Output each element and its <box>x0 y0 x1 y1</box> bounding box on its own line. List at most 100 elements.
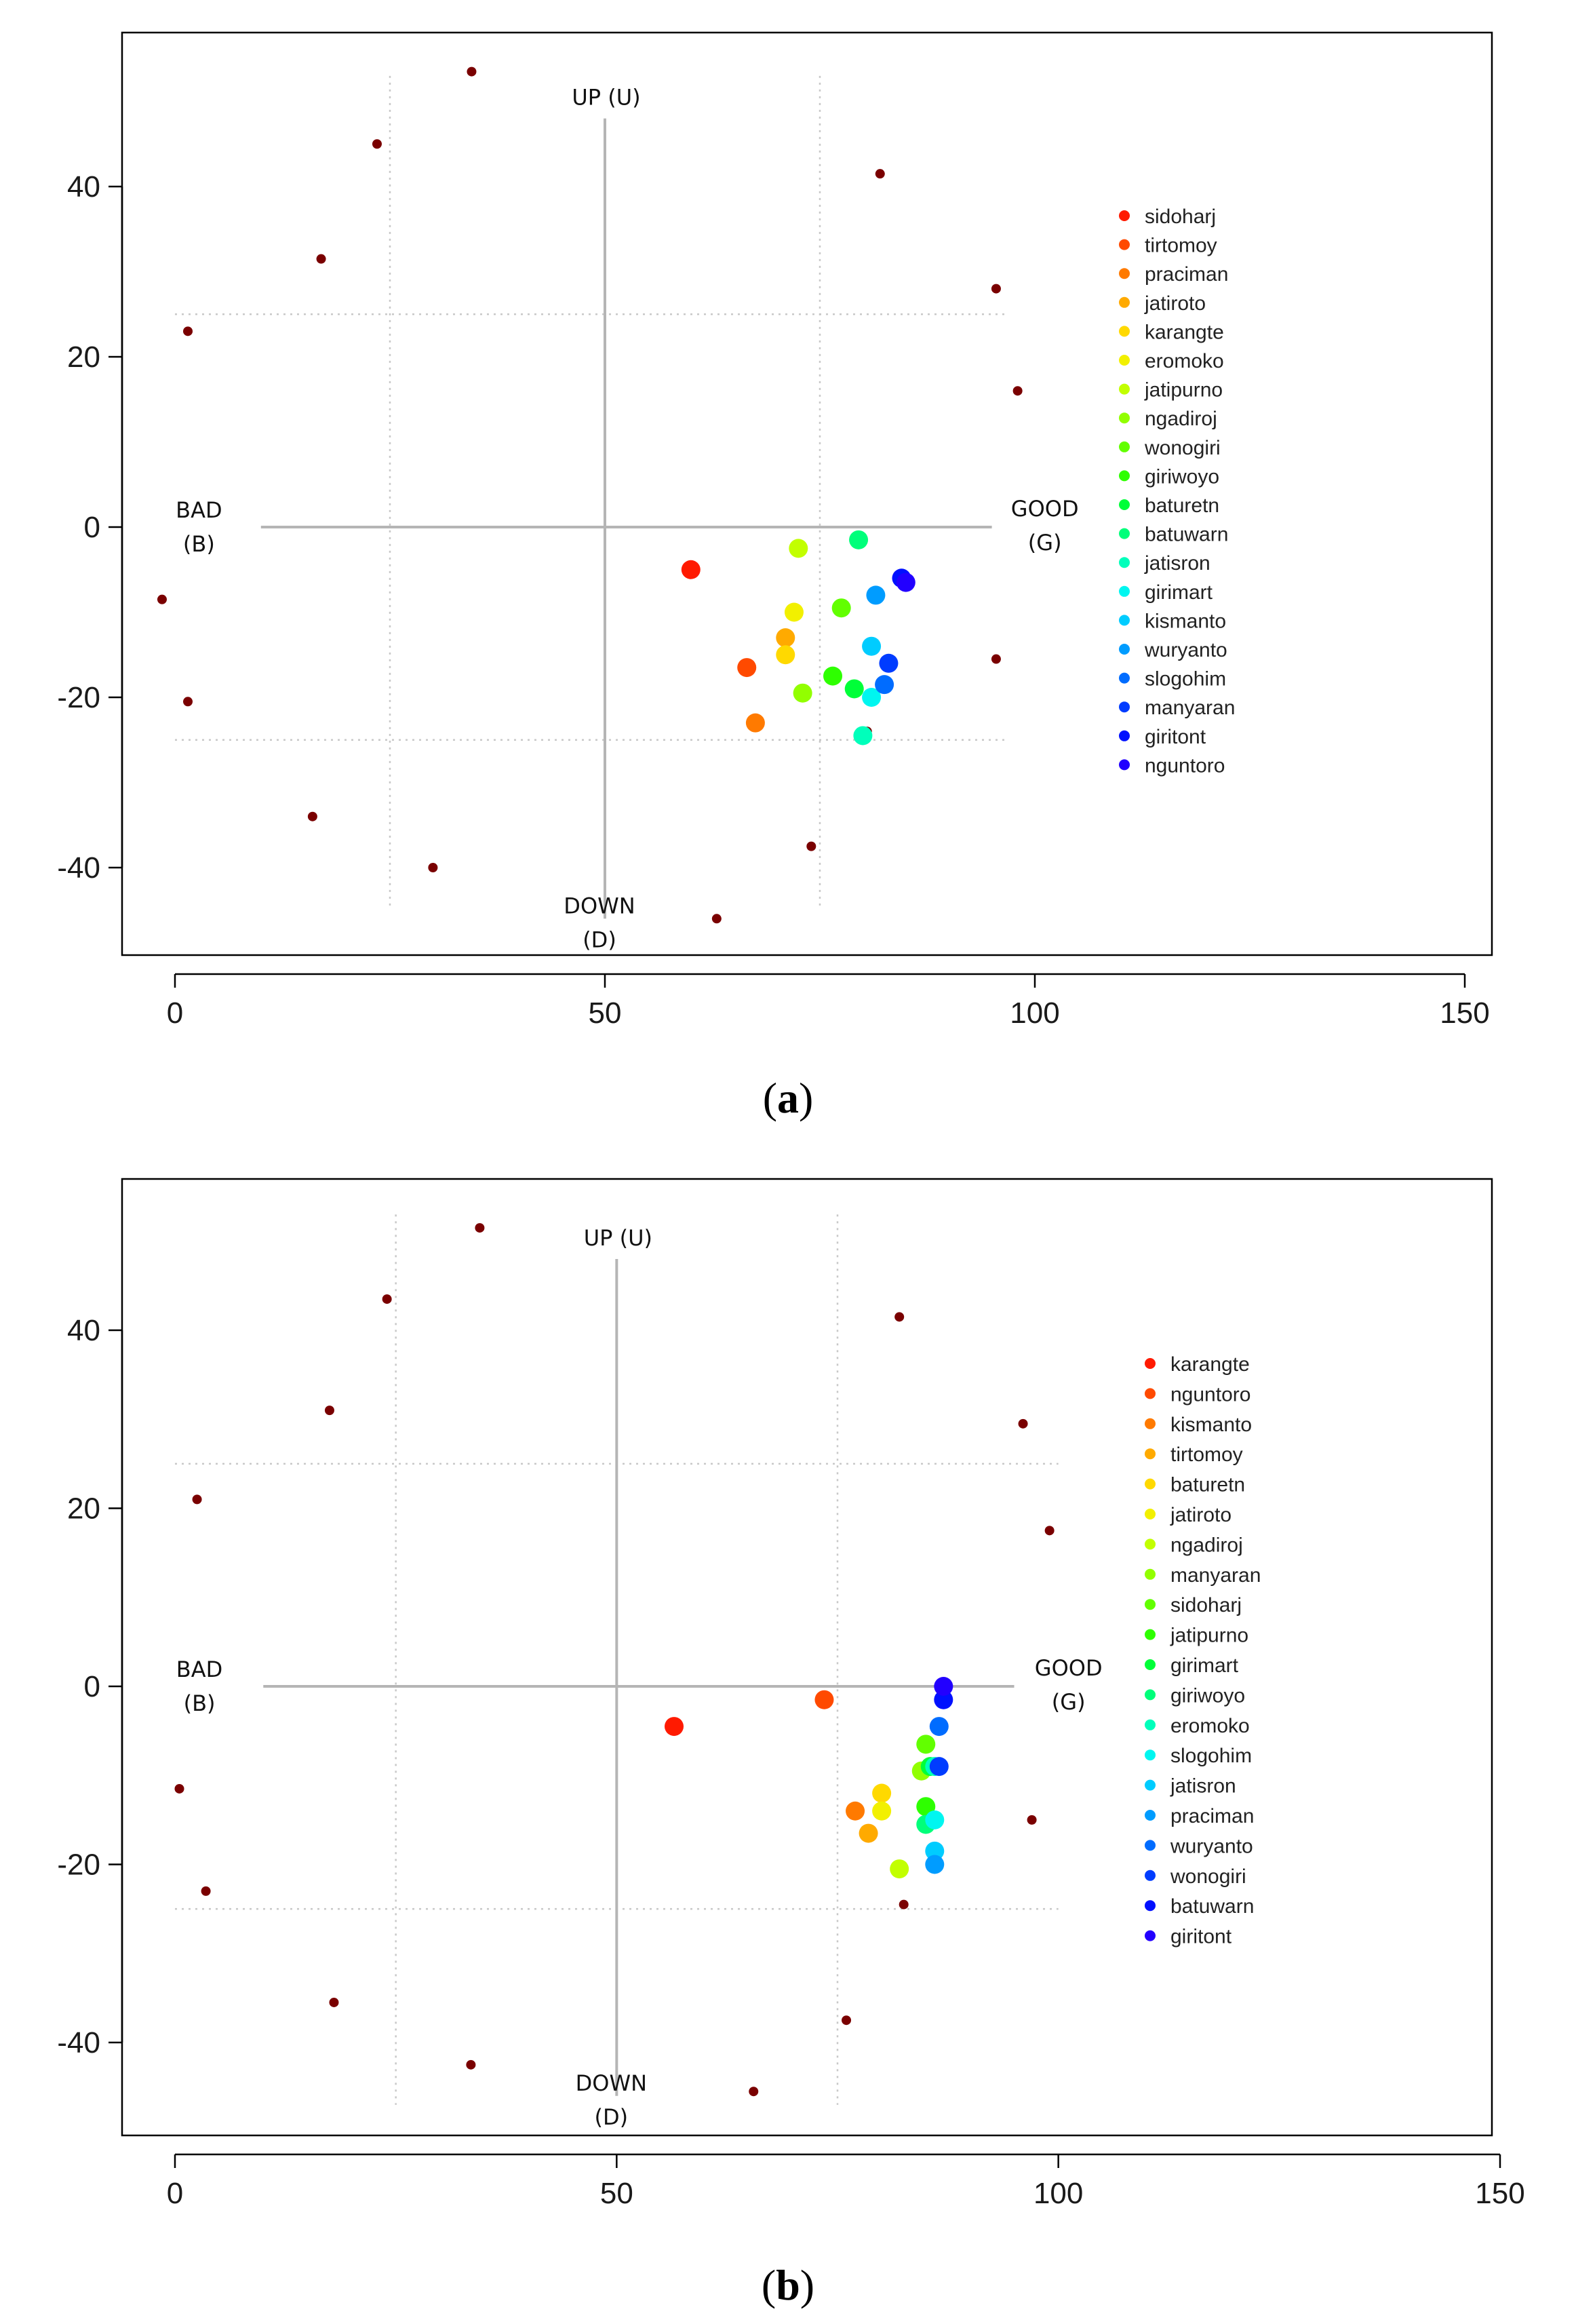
data-point-ngadiroj <box>890 1859 909 1879</box>
data-point-ngadiroj <box>793 683 812 703</box>
label-bad: BAD <box>176 1657 222 1682</box>
data-point-tirtomoy <box>859 1823 878 1843</box>
legend-marker <box>1145 1538 1156 1550</box>
legend-marker <box>1145 1779 1156 1791</box>
label-down-letter: (D) <box>595 2104 629 2130</box>
data-point-wonogiri <box>831 598 851 618</box>
legend-label: jatiroto <box>1170 1504 1232 1526</box>
legend-marker <box>1119 499 1130 510</box>
data-point-giriwoyo <box>823 666 843 686</box>
legend-marker <box>1119 759 1130 771</box>
reference-point <box>894 1312 905 1322</box>
data-point-karangte <box>776 645 795 665</box>
data-point-sidoharj <box>916 1735 936 1754</box>
legend-label: girimart <box>1170 1654 1239 1677</box>
legend-label: praciman <box>1170 1805 1254 1827</box>
data-point-tirtomoy <box>737 658 757 678</box>
data-point-manyaran <box>879 653 899 673</box>
data-point-batuwarn <box>849 530 869 549</box>
reference-point <box>324 1406 334 1416</box>
data-point-eromoko <box>784 602 804 622</box>
legend-marker <box>1119 441 1130 452</box>
plot-frame <box>121 1178 1493 2137</box>
reference-point <box>749 2087 759 2097</box>
legend-marker <box>1119 412 1130 424</box>
legend-marker <box>1145 1358 1156 1369</box>
legend-marker <box>1119 210 1130 221</box>
label-good: GOOD <box>1011 496 1079 522</box>
panel-caption: (a) <box>763 1074 814 1122</box>
y-axis: -40 -20 0 20 40 <box>57 170 123 885</box>
data-point-kismanto <box>862 636 882 656</box>
legend-marker <box>1119 528 1130 539</box>
data-point-jatisron <box>853 726 873 745</box>
label-good-letter: (G) <box>1052 1689 1086 1715</box>
x-tick-label: 150 <box>1475 2177 1524 2210</box>
legend-label: eromoko <box>1145 350 1224 372</box>
legend-marker <box>1119 239 1130 250</box>
legend-marker <box>1119 585 1130 597</box>
reference-point <box>475 1223 485 1233</box>
legend-marker <box>1145 1870 1156 1881</box>
data-point-jatiroto <box>872 1801 892 1821</box>
y-tick-label: 20 <box>67 341 100 374</box>
reference-point <box>1027 1815 1037 1825</box>
x-tick-label: 0 <box>167 996 183 1030</box>
legend-label: wuryanto <box>1144 639 1227 661</box>
label-up: UP (U) <box>572 85 640 111</box>
legend-label: wonogiri <box>1144 437 1221 459</box>
label-good-letter: (G) <box>1028 530 1062 556</box>
y-tick-label: 20 <box>67 1492 100 1526</box>
reference-point <box>192 1494 202 1505</box>
legend-label: slogohim <box>1170 1745 1252 1767</box>
legend-label: giriwoyo <box>1145 465 1219 488</box>
y-axis: -40 -20 0 20 40 <box>57 1314 123 2059</box>
legend-label: giriwoyo <box>1170 1684 1245 1707</box>
reference-point <box>842 2015 852 2026</box>
legend-label: karangte <box>1145 321 1224 343</box>
panel-caption-letter: a <box>777 1074 799 1122</box>
x-tick-label: 100 <box>1010 996 1059 1030</box>
reference-point <box>372 139 382 149</box>
reference-point <box>201 1886 211 1896</box>
legend-label: giritont <box>1170 1926 1232 1948</box>
reference-point <box>174 1783 184 1794</box>
data-point-giritont <box>934 1677 953 1696</box>
label-down-letter: (D) <box>583 927 616 952</box>
reference-point <box>991 284 1001 294</box>
data-point-karangte <box>665 1717 684 1737</box>
legend-marker <box>1119 326 1130 337</box>
legend-label: nguntoro <box>1145 754 1225 777</box>
legend-marker <box>1145 1659 1156 1670</box>
legend-label: kismanto <box>1145 610 1226 632</box>
reference-point <box>467 66 477 77</box>
x-tick-label: 50 <box>589 996 622 1030</box>
data-point-kismanto <box>846 1801 865 1821</box>
reference-point <box>183 697 193 707</box>
label-good: GOOD <box>1035 1655 1103 1681</box>
legend-label: slogohim <box>1145 668 1226 691</box>
reference-point <box>991 654 1001 664</box>
data-point-slogohim <box>925 1810 945 1829</box>
legend-label: jatipurno <box>1144 379 1223 402</box>
legend-label: ngadiroj <box>1170 1534 1243 1556</box>
legend-marker <box>1145 1599 1156 1610</box>
data-point-jatipurno <box>916 1797 936 1817</box>
legend-label: praciman <box>1145 263 1228 286</box>
legend-marker <box>1119 383 1130 395</box>
data-point-baturetn <box>844 679 864 699</box>
y-tick-label: -40 <box>57 2026 100 2059</box>
data-point-wuryanto <box>866 585 886 605</box>
x-tick-label: 150 <box>1440 996 1489 1030</box>
x-tick-label: 100 <box>1033 2177 1083 2210</box>
legend-marker <box>1145 1930 1156 1941</box>
legend-label: girimart <box>1145 581 1213 604</box>
legend-marker <box>1145 1840 1156 1851</box>
reference-point <box>466 2059 476 2070</box>
data-point-jatipurno <box>789 539 808 558</box>
chart-panel-a: 0 50 100 150 -40 -20 0 20 40 UP (U) DOWN (D) BAD (B) G… <box>57 31 1493 1122</box>
legend-marker <box>1145 1900 1156 1912</box>
data-point-nguntoro <box>896 573 915 592</box>
label-up: UP (U) <box>584 1225 652 1251</box>
